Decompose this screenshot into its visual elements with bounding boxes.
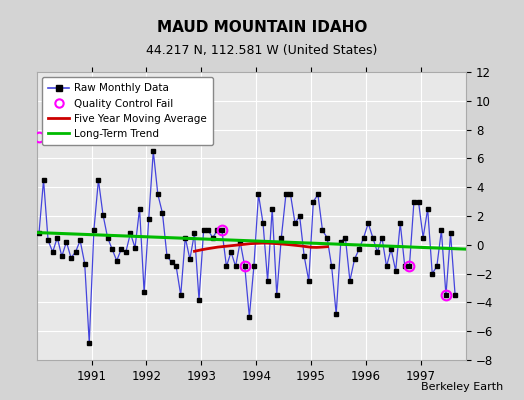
Text: MAUD MOUNTAIN IDAHO: MAUD MOUNTAIN IDAHO xyxy=(157,20,367,35)
Legend: Raw Monthly Data, Quality Control Fail, Five Year Moving Average, Long-Term Tren: Raw Monthly Data, Quality Control Fail, … xyxy=(42,77,213,145)
Text: 44.217 N, 112.581 W (United States): 44.217 N, 112.581 W (United States) xyxy=(146,44,378,57)
Text: Berkeley Earth: Berkeley Earth xyxy=(421,382,503,392)
